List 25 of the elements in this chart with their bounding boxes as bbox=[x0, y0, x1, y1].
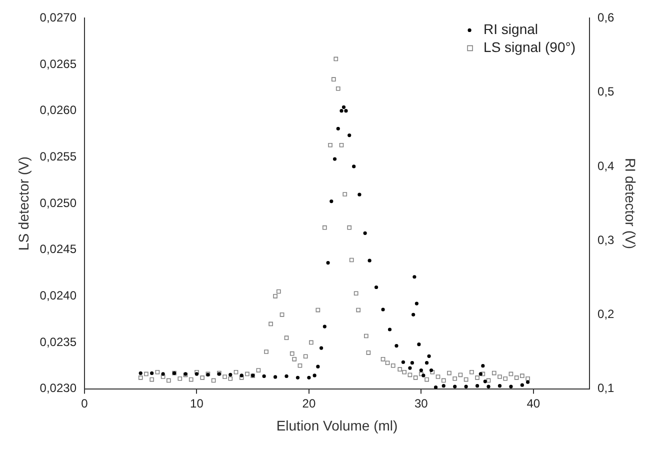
x-tick-label: 20 bbox=[302, 396, 316, 410]
y-tick-label: 0,0250 bbox=[40, 196, 77, 210]
x-tick-label: 40 bbox=[526, 396, 540, 410]
x-axis-title: Elution Volume (ml) bbox=[276, 417, 398, 434]
y-axis-title: LS detector (V) bbox=[15, 156, 32, 251]
y2-tick-label: 0,1 bbox=[598, 381, 615, 396]
y-tick-label: 0,0230 bbox=[40, 381, 77, 396]
x-tick-label: 0 bbox=[81, 396, 88, 410]
y-tick-label: 0,0260 bbox=[40, 103, 77, 118]
y2-tick-label: 0,6 bbox=[598, 10, 615, 25]
y-tick-label: 0,0240 bbox=[40, 288, 77, 302]
legend-label: LS signal (90°) bbox=[484, 39, 576, 56]
y2-axis-title: RI detector (V) bbox=[622, 158, 639, 250]
y-tick-label: 0,0265 bbox=[40, 56, 77, 71]
y-tick-label: 0,0245 bbox=[40, 242, 77, 256]
x-tick-label: 30 bbox=[414, 396, 428, 410]
y-tick-label: 0,0255 bbox=[40, 149, 77, 164]
y2-tick-label: 0,3 bbox=[598, 232, 615, 247]
y-tick-label: 0,0235 bbox=[40, 334, 77, 349]
y2-tick-label: 0,4 bbox=[598, 158, 615, 173]
y2-tick-label: 0,2 bbox=[598, 306, 615, 321]
y2-tick-label: 0,5 bbox=[598, 84, 615, 99]
legend-label: RI signal bbox=[484, 21, 538, 38]
x-tick-label: 10 bbox=[190, 396, 204, 410]
y-tick-label: 0,0270 bbox=[40, 10, 77, 25]
